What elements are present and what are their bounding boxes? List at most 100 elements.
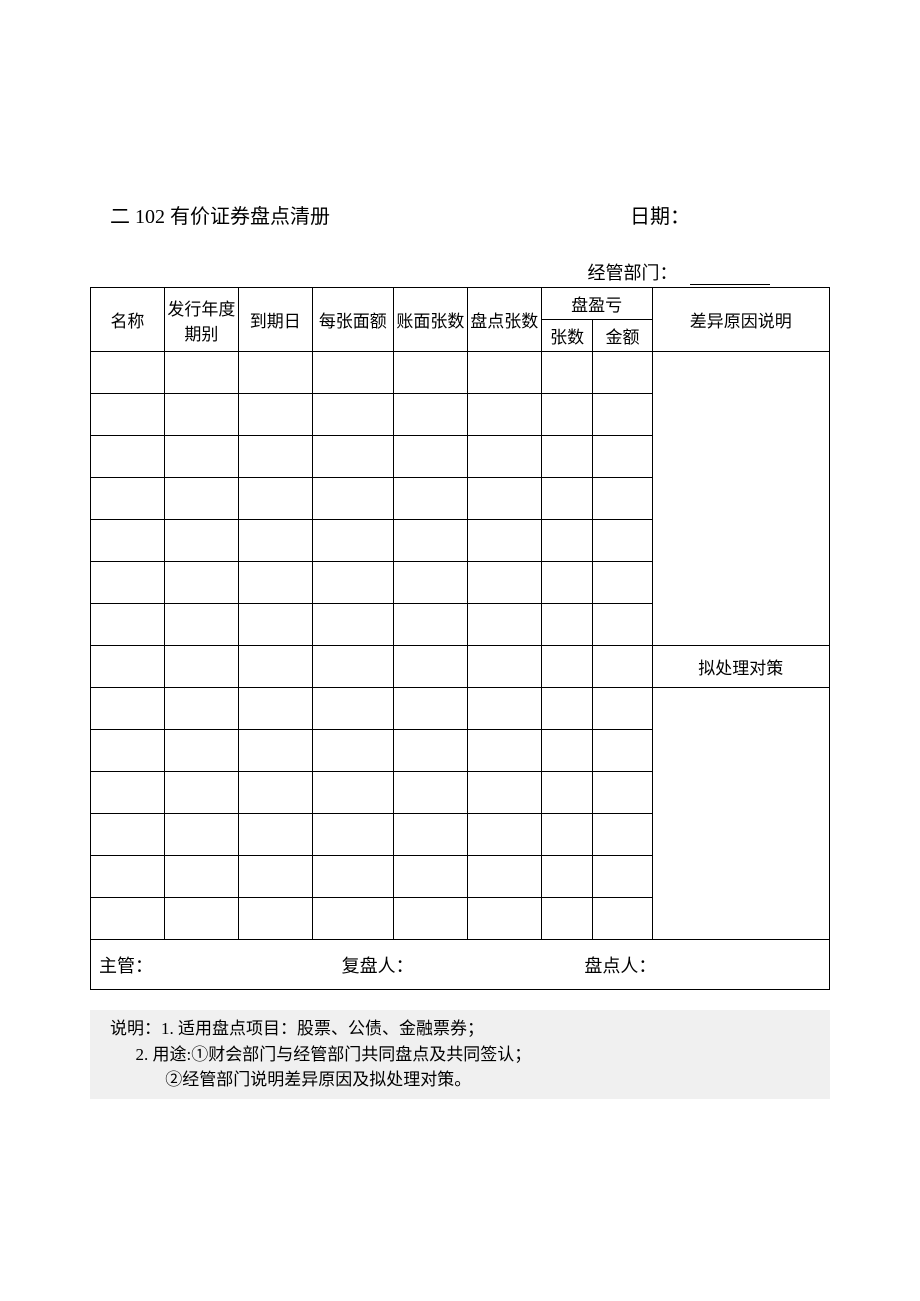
table-cell <box>164 604 238 646</box>
table-cell <box>541 562 593 604</box>
table-cell <box>312 772 393 814</box>
table-cell <box>541 646 593 688</box>
table-cell <box>593 520 652 562</box>
dept-label: 经管部门： <box>588 263 678 283</box>
table-cell <box>238 352 312 394</box>
table-cell <box>467 688 541 730</box>
table-cell <box>393 688 467 730</box>
table-cell <box>164 562 238 604</box>
table-cell <box>467 772 541 814</box>
col-gain-loss-count: 张数 <box>541 320 593 352</box>
table-cell <box>593 856 652 898</box>
table-cell <box>312 856 393 898</box>
table-cell <box>467 352 541 394</box>
table-cell <box>238 856 312 898</box>
notes-line-3: ②经管部门说明差异原因及拟处理对策。 <box>110 1067 820 1093</box>
table-cell <box>541 856 593 898</box>
table-head: 名称 发行年度期别 到期日 每张面额 账面张数 盘点张数 盘盈亏 差异原因说明 … <box>91 288 830 352</box>
footer-row: 主管： 复盘人： 盘点人： <box>91 940 830 990</box>
table-body-mid: 拟处理对策 <box>91 646 830 688</box>
table-cell <box>238 814 312 856</box>
date-label: 日期： <box>630 200 690 229</box>
dept-underline <box>690 284 770 285</box>
table-cell <box>541 898 593 940</box>
table-cell <box>164 352 238 394</box>
table-footer-body: 主管： 复盘人： 盘点人： <box>91 940 830 990</box>
table-cell <box>593 436 652 478</box>
notes-block: 说明：1. 适用盘点项目：股票、公债、金融票券； 2. 用途:①财会部门与经管部… <box>90 1010 830 1099</box>
table-cell <box>91 646 165 688</box>
col-reason: 差异原因说明 <box>652 288 829 352</box>
table-cell <box>91 604 165 646</box>
notes-line-2: 2. 用途:①财会部门与经管部门共同盘点及共同签认； <box>110 1042 820 1068</box>
table-cell <box>164 478 238 520</box>
table-cell <box>393 394 467 436</box>
table-cell <box>593 730 652 772</box>
table-cell <box>467 898 541 940</box>
table-cell <box>593 688 652 730</box>
table-cell <box>91 478 165 520</box>
table-cell <box>393 814 467 856</box>
table-cell <box>91 688 165 730</box>
table-cell <box>312 520 393 562</box>
table-cell <box>238 688 312 730</box>
col-face-value: 每张面额 <box>312 288 393 352</box>
table-cell <box>164 814 238 856</box>
table-cell <box>164 436 238 478</box>
dept-row: 经管部门： <box>90 259 830 285</box>
inventory-table: 名称 发行年度期别 到期日 每张面额 账面张数 盘点张数 盘盈亏 差异原因说明 … <box>90 287 830 990</box>
table-cell <box>91 772 165 814</box>
table-cell <box>541 352 593 394</box>
table-cell <box>393 898 467 940</box>
col-counter-measure: 拟处理对策 <box>652 646 829 688</box>
table-cell <box>238 646 312 688</box>
table-cell <box>393 436 467 478</box>
table-cell <box>467 562 541 604</box>
table-cell <box>393 562 467 604</box>
table-cell <box>467 856 541 898</box>
table-cell <box>238 772 312 814</box>
table-cell <box>593 352 652 394</box>
table-cell <box>164 856 238 898</box>
table-cell <box>541 604 593 646</box>
table-cell <box>593 604 652 646</box>
table-cell <box>652 352 829 646</box>
table-cell <box>312 436 393 478</box>
footer-cell: 主管： 复盘人： 盘点人： <box>91 940 830 990</box>
table-cell <box>312 814 393 856</box>
col-issue-period: 发行年度期别 <box>164 288 238 352</box>
table-cell <box>312 352 393 394</box>
table-cell <box>593 772 652 814</box>
table-row <box>91 352 830 394</box>
table-cell <box>91 562 165 604</box>
table-cell <box>541 814 593 856</box>
table-cell <box>91 898 165 940</box>
table-cell <box>312 730 393 772</box>
table-cell <box>467 436 541 478</box>
table-cell <box>541 436 593 478</box>
table-cell <box>393 604 467 646</box>
table-cell <box>238 604 312 646</box>
table-cell <box>541 688 593 730</box>
checker-label: 盘点人： <box>584 952 827 978</box>
table-cell <box>541 520 593 562</box>
table-cell <box>593 898 652 940</box>
table-cell <box>164 730 238 772</box>
table-cell <box>393 730 467 772</box>
table-cell <box>593 646 652 688</box>
table-cell <box>393 856 467 898</box>
table-cell <box>312 478 393 520</box>
table-cell <box>467 730 541 772</box>
table-cell <box>467 520 541 562</box>
table-cell <box>593 394 652 436</box>
table-cell <box>541 730 593 772</box>
supervisor-label: 主管： <box>99 952 342 978</box>
notes-line-1: 说明：1. 适用盘点项目：股票、公债、金融票券； <box>110 1016 820 1042</box>
table-cell <box>91 394 165 436</box>
table-cell <box>541 478 593 520</box>
table-cell <box>164 772 238 814</box>
table-cell <box>467 394 541 436</box>
table-row <box>91 688 830 730</box>
table-cell <box>393 352 467 394</box>
table-cell <box>164 688 238 730</box>
